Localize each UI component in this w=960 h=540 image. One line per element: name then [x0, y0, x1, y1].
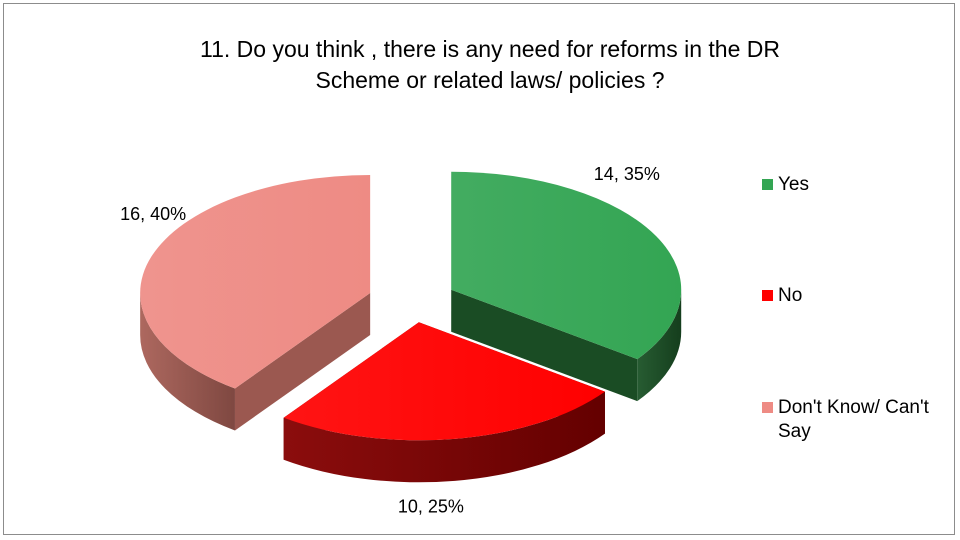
legend-swatch-0: [762, 179, 773, 190]
pie-slice-0-side: [637, 289, 682, 402]
pie-slice-0-wall-1: [451, 289, 638, 402]
data-label-2: 16, 40%: [120, 204, 186, 224]
pie-slice-1-top: [283, 322, 605, 441]
data-label-0: 14, 35%: [594, 164, 660, 184]
pie-slice-1-side: [283, 391, 605, 483]
legend-item-1: No: [762, 284, 938, 308]
chart-title: 11. Do you think , there is any need for…: [200, 36, 780, 93]
pie-slice-2-top: [140, 175, 371, 389]
pie-slice-0-top: [451, 171, 682, 360]
pie-slice-2-wall-0: [234, 293, 371, 431]
legend-item-0: Yes: [762, 173, 938, 197]
chart-legend: Yes No Don't Know/ Can't Say: [762, 0, 952, 540]
pie-slice-2: [140, 175, 371, 431]
legend-label-2: Don't Know/ Can't Say: [778, 397, 929, 442]
legend-swatch-2: [762, 402, 773, 413]
pie-slice-2-side: [140, 293, 235, 431]
data-label-1: 10, 25%: [398, 496, 464, 516]
legend-item-2: Don't Know/ Can't Say: [762, 396, 938, 444]
legend-label-1: No: [778, 285, 803, 306]
pie-slice-1: [283, 322, 605, 483]
legend-swatch-1: [762, 290, 773, 301]
pie-slice-0: [451, 171, 682, 402]
legend-label-0: Yes: [778, 174, 809, 195]
